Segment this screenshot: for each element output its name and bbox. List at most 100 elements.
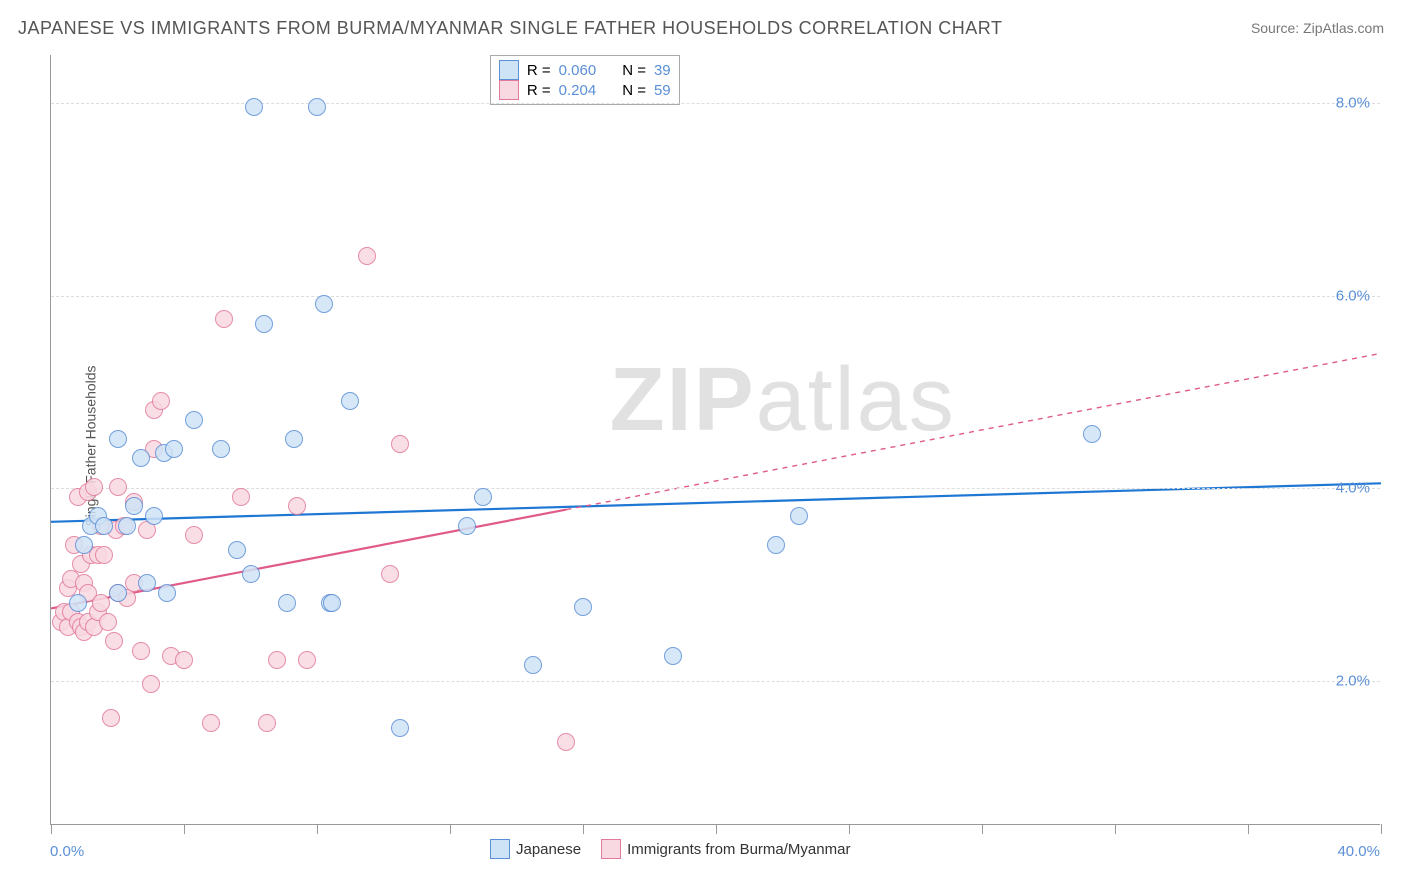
blue-marker: [524, 656, 542, 674]
source-prefix: Source:: [1251, 20, 1303, 36]
blue-marker: [391, 719, 409, 737]
x-axis-max-label: 40.0%: [1337, 843, 1380, 860]
grid-line: [51, 296, 1380, 297]
blue-marker: [308, 98, 326, 116]
x-tick: [1115, 824, 1116, 834]
x-tick: [982, 824, 983, 834]
pink-marker: [268, 651, 286, 669]
watermark-atlas: atlas: [756, 350, 956, 450]
x-tick: [317, 824, 318, 834]
n-label-blue: N =: [622, 62, 646, 79]
pink-marker: [92, 594, 110, 612]
pink-marker: [142, 675, 160, 693]
stats-row-pink: R = 0.204 N = 59: [499, 80, 671, 100]
pink-marker: [109, 478, 127, 496]
x-tick: [450, 824, 451, 834]
blue-marker: [790, 507, 808, 525]
pink-marker: [105, 632, 123, 650]
blue-marker: [315, 295, 333, 313]
chart-title: JAPANESE VS IMMIGRANTS FROM BURMA/MYANMA…: [18, 18, 1002, 39]
blue-marker: [255, 315, 273, 333]
x-tick: [583, 824, 584, 834]
x-tick: [51, 824, 52, 834]
pink-marker: [358, 247, 376, 265]
blue-marker: [109, 584, 127, 602]
blue-marker: [158, 584, 176, 602]
pink-marker: [152, 392, 170, 410]
stats-row-blue: R = 0.060 N = 39: [499, 60, 671, 80]
pink-marker: [99, 613, 117, 631]
blue-marker: [574, 598, 592, 616]
blue-marker: [285, 430, 303, 448]
blue-marker: [132, 449, 150, 467]
n-label-pink: N =: [622, 82, 646, 99]
pink-marker: [258, 714, 276, 732]
blue-marker: [1083, 425, 1101, 443]
blue-marker: [767, 536, 785, 554]
pink-marker: [381, 565, 399, 583]
stats-legend: R = 0.060 N = 39 R = 0.204 N = 59: [490, 55, 680, 105]
grid-line: [51, 488, 1380, 489]
pink-marker: [391, 435, 409, 453]
blue-marker: [323, 594, 341, 612]
blue-marker: [245, 98, 263, 116]
pink-marker: [298, 651, 316, 669]
pink-marker: [185, 526, 203, 544]
r-label-pink: R =: [527, 82, 551, 99]
pink-marker: [95, 546, 113, 564]
plot-area: ZIPatlas R = 0.060 N = 39 R = 0.204 N = …: [50, 55, 1380, 825]
x-tick: [184, 824, 185, 834]
blue-marker: [138, 574, 156, 592]
swatch-pink-icon: [601, 839, 621, 859]
x-axis-min-label: 0.0%: [50, 843, 84, 860]
pink-marker: [557, 733, 575, 751]
blue-marker: [75, 536, 93, 554]
legend-item-blue: Japanese: [490, 839, 581, 859]
pink-marker: [202, 714, 220, 732]
n-value-blue: 39: [654, 62, 671, 79]
pink-marker: [232, 488, 250, 506]
blue-marker: [474, 488, 492, 506]
blue-marker: [185, 411, 203, 429]
x-tick: [1248, 824, 1249, 834]
r-value-blue: 0.060: [559, 62, 597, 79]
blue-marker: [341, 392, 359, 410]
blue-marker: [69, 594, 87, 612]
n-value-pink: 59: [654, 82, 671, 99]
blue-marker: [165, 440, 183, 458]
pink-marker: [85, 478, 103, 496]
pink-marker: [215, 310, 233, 328]
x-tick: [1381, 824, 1382, 834]
watermark-zip: ZIP: [610, 350, 756, 450]
blue-marker: [664, 647, 682, 665]
y-tick-label: 2.0%: [1336, 672, 1370, 689]
r-label-blue: R =: [527, 62, 551, 79]
blue-marker: [125, 497, 143, 515]
blue-marker: [95, 517, 113, 535]
pink-marker: [288, 497, 306, 515]
swatch-pink-icon: [499, 80, 519, 100]
y-tick-label: 4.0%: [1336, 480, 1370, 497]
source-name: ZipAtlas.com: [1303, 20, 1384, 36]
blue-marker: [242, 565, 260, 583]
legend-label-blue: Japanese: [516, 841, 581, 858]
legend-item-pink: Immigrants from Burma/Myanmar: [601, 839, 850, 859]
trend-lines-svg: [51, 55, 1381, 825]
blue-marker: [212, 440, 230, 458]
swatch-blue-icon: [499, 60, 519, 80]
blue-marker: [278, 594, 296, 612]
r-value-pink: 0.204: [559, 82, 597, 99]
pink-marker: [175, 651, 193, 669]
blue-marker: [145, 507, 163, 525]
blue-marker: [228, 541, 246, 559]
watermark: ZIPatlas: [610, 349, 956, 452]
y-tick-label: 6.0%: [1336, 287, 1370, 304]
pink-marker: [102, 709, 120, 727]
swatch-blue-icon: [490, 839, 510, 859]
series-legend: Japanese Immigrants from Burma/Myanmar: [490, 839, 850, 859]
pink-marker: [132, 642, 150, 660]
x-tick: [716, 824, 717, 834]
legend-label-pink: Immigrants from Burma/Myanmar: [627, 841, 850, 858]
y-tick-label: 8.0%: [1336, 95, 1370, 112]
blue-marker: [118, 517, 136, 535]
